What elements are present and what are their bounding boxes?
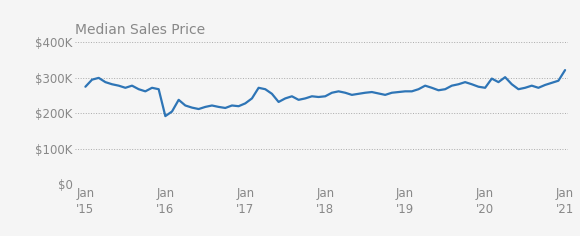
Text: Median Sales Price: Median Sales Price (75, 23, 205, 37)
